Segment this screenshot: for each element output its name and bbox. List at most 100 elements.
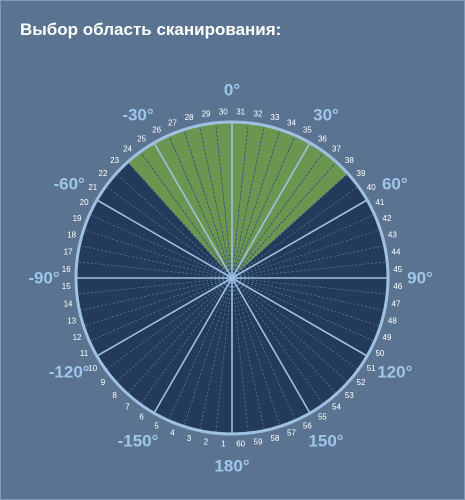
sector-divider — [231, 277, 337, 395]
sector-50[interactable] — [232, 278, 375, 356]
sector-5[interactable] — [154, 278, 232, 421]
sector-19[interactable] — [83, 214, 232, 278]
page-title: Выбор область сканирования: — [20, 20, 282, 39]
sector-55[interactable] — [232, 278, 324, 414]
sector-number-label: 34 — [287, 119, 296, 128]
sector-13[interactable] — [79, 278, 233, 327]
sector-52[interactable] — [232, 278, 359, 383]
sector-42[interactable] — [232, 214, 381, 278]
sector-20[interactable] — [89, 200, 232, 278]
sector-number-label: 46 — [393, 282, 402, 291]
sector-divider — [231, 277, 281, 427]
sector-53[interactable] — [232, 278, 348, 394]
sector-17[interactable] — [76, 245, 232, 278]
sector-8[interactable] — [116, 278, 232, 394]
sector-2[interactable] — [199, 278, 232, 434]
major-spoke — [231, 277, 311, 414]
angle-label: 120° — [377, 363, 412, 382]
sector-number-label: 52 — [357, 378, 366, 387]
sector-7[interactable] — [127, 278, 232, 405]
angle-label: -120° — [49, 363, 90, 382]
sector-number-label: 55 — [318, 413, 327, 422]
angle-label: 30° — [313, 106, 339, 125]
sector-number-label: 54 — [332, 403, 341, 412]
sector-divider — [127, 277, 233, 395]
sector-39[interactable] — [232, 173, 359, 278]
sector-number-label: 58 — [271, 434, 280, 443]
sector-divider — [140, 151, 233, 279]
major-spoke — [96, 199, 233, 279]
sector-divider — [231, 125, 265, 279]
sector-number-label: 24 — [123, 144, 132, 153]
sector-59[interactable] — [232, 278, 265, 434]
sector-49[interactable] — [232, 278, 381, 342]
sector-54[interactable] — [232, 278, 337, 405]
sector-divider — [231, 277, 296, 421]
sector-44[interactable] — [232, 245, 388, 278]
sector-14[interactable] — [76, 278, 232, 311]
major-spoke — [231, 277, 368, 357]
sector-22[interactable] — [105, 173, 232, 278]
sector-48[interactable] — [232, 278, 385, 327]
sector-12[interactable] — [83, 278, 232, 342]
sector-divider — [231, 229, 381, 279]
major-spoke — [153, 277, 233, 414]
sector-divider — [231, 161, 337, 279]
major-spoke — [153, 142, 233, 279]
sector-23[interactable] — [116, 162, 232, 278]
sector-number-label: 1 — [221, 439, 226, 448]
sector-18[interactable] — [79, 229, 233, 278]
sector-divider — [83, 229, 233, 279]
sector-number-label: 31 — [236, 108, 245, 117]
sector-10[interactable] — [96, 278, 232, 370]
sector-number-label: 3 — [187, 434, 192, 443]
sector-divider — [83, 277, 233, 327]
sector-number-label: 33 — [271, 113, 280, 122]
angle-label: 0° — [224, 81, 240, 100]
sector-divider — [183, 129, 233, 279]
sector-51[interactable] — [232, 278, 368, 370]
sector-number-label: 50 — [375, 349, 384, 358]
sector-number-label: 22 — [99, 169, 108, 178]
sector-40[interactable] — [232, 186, 368, 278]
sector-number-label: 29 — [202, 110, 211, 119]
sector-number-label: 2 — [204, 437, 209, 446]
sector-divider — [76, 261, 233, 279]
sector-58[interactable] — [232, 278, 281, 431]
sector-21[interactable] — [96, 186, 232, 278]
angle-label: 150° — [308, 431, 343, 450]
sector-number-label: 5 — [154, 421, 159, 430]
sector-11[interactable] — [89, 278, 232, 356]
sector-47[interactable] — [232, 278, 388, 311]
sector-6[interactable] — [140, 278, 232, 414]
sector-56[interactable] — [232, 278, 310, 421]
sector-divider — [79, 277, 233, 311]
major-spoke — [231, 199, 368, 279]
sector-divider — [231, 277, 265, 431]
sector-9[interactable] — [105, 278, 232, 383]
sector-divider — [231, 277, 324, 405]
sector-number-label: 17 — [64, 248, 73, 257]
sector-divider — [199, 277, 233, 431]
sector-number-label: 12 — [73, 333, 82, 342]
sector-41[interactable] — [232, 200, 375, 278]
sector-number-label: 9 — [101, 378, 106, 387]
sector-number-label: 40 — [367, 183, 376, 192]
sector-divider — [231, 173, 349, 279]
sector-number-label: 30 — [219, 108, 228, 117]
sector-divider — [168, 135, 233, 279]
sector-3[interactable] — [183, 278, 232, 431]
sector-57[interactable] — [232, 278, 296, 427]
sector-4[interactable] — [168, 278, 232, 427]
sector-number-label: 43 — [388, 231, 397, 240]
sector-number-label: 27 — [168, 119, 177, 128]
sector-divider — [115, 277, 233, 383]
sector-number-label: 10 — [88, 364, 97, 373]
sector-divider — [231, 122, 249, 279]
sector-number-label: 37 — [332, 144, 341, 153]
sector-number-label: 19 — [73, 214, 82, 223]
sector-number-label: 48 — [388, 316, 397, 325]
sector-43[interactable] — [232, 229, 385, 278]
sector-number-label: 56 — [303, 421, 312, 430]
